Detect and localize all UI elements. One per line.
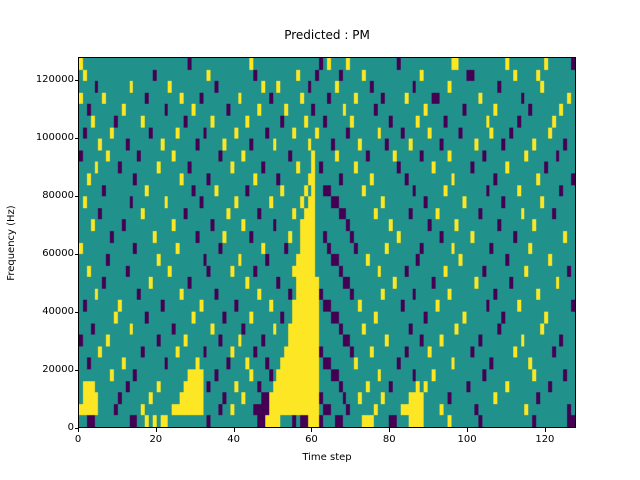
x-ticklabel-20: 20 xyxy=(149,434,163,445)
x-tick-100 xyxy=(467,428,469,432)
y-tick-0 xyxy=(74,428,78,429)
x-ticklabel-80: 80 xyxy=(382,434,396,445)
x-ticklabel-0: 0 xyxy=(74,434,82,445)
y-ticklabel-20000: 20000 xyxy=(42,364,74,376)
y-tick-100000 xyxy=(74,138,78,140)
x-ticklabel-120: 120 xyxy=(535,434,555,445)
chart-title: Predicted : PM xyxy=(284,28,370,42)
y-tick-40000 xyxy=(74,312,78,314)
x-tick-20 xyxy=(155,428,157,432)
y-tick-80000 xyxy=(74,196,78,198)
y-ticklabel-60000: 60000 xyxy=(42,248,74,260)
x-tick-120 xyxy=(544,428,546,432)
y-ticklabel-100000: 100000 xyxy=(35,132,74,144)
x-tick-80 xyxy=(389,428,391,432)
x-axis-label: Time step xyxy=(302,452,352,463)
heatmap-axes[interactable] xyxy=(78,57,576,428)
y-tick-60000 xyxy=(74,254,78,256)
heatmap-image[interactable] xyxy=(79,58,575,427)
y-ticklabel-120000: 120000 xyxy=(35,74,74,86)
x-ticklabel-100: 100 xyxy=(457,434,477,445)
y-ticklabel-0: 0 xyxy=(67,422,74,433)
x-ticklabel-60: 60 xyxy=(305,434,318,445)
x-tick-60 xyxy=(311,428,313,432)
y-tick-120000 xyxy=(74,80,78,82)
x-tick-0 xyxy=(78,428,79,432)
y-axis-label-text: Frequency (Hz) xyxy=(6,204,17,281)
y-tick-20000 xyxy=(74,370,78,372)
y-ticklabel-40000: 40000 xyxy=(42,306,74,318)
x-ticklabel-40: 40 xyxy=(227,434,240,445)
x-tick-40 xyxy=(233,428,235,432)
y-ticklabel-80000: 80000 xyxy=(42,190,74,202)
